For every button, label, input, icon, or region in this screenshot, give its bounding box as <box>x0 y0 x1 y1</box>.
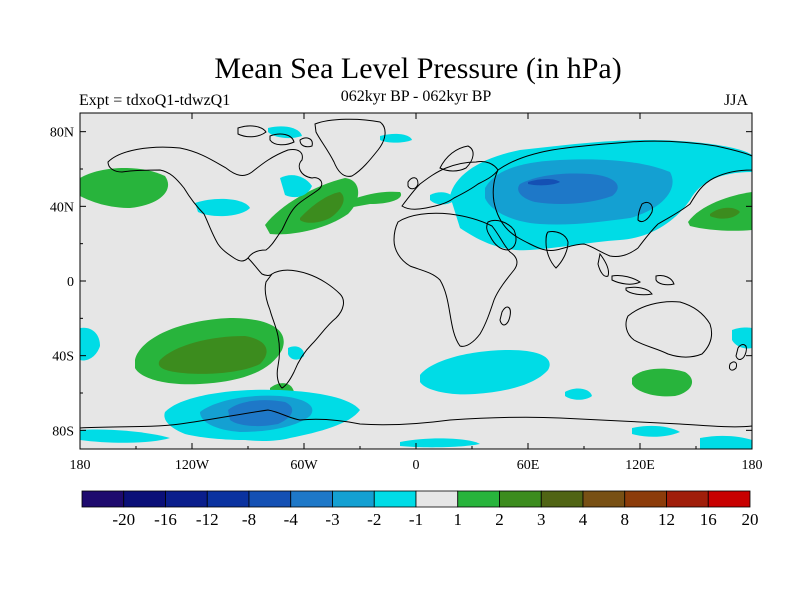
colorbar-swatch <box>290 490 333 508</box>
anomaly-antarctic-cyan-east <box>400 438 480 448</box>
y-tick-label: 40N <box>50 200 74 215</box>
anomaly-greenland-cyan <box>380 133 412 143</box>
anomaly-tasman-cyan <box>732 327 752 349</box>
anomaly-pacific-cyan <box>195 198 250 217</box>
colorbar-label: -8 <box>242 510 256 529</box>
coastline-arctic-islands <box>237 125 313 148</box>
anomaly-north-america-cyan <box>280 175 312 198</box>
anomaly-south-australia <box>632 368 693 397</box>
experiment-label: Expt = tdxoQ1-tdwzQ1 <box>79 92 231 109</box>
anomaly-north-pacific <box>80 167 169 208</box>
coastline-central-america <box>247 257 273 276</box>
colorbar-label: 16 <box>700 510 717 529</box>
coastline-arabia <box>486 219 517 251</box>
coastline-asia <box>492 140 752 257</box>
colorbar-swatch <box>332 490 375 508</box>
coastline-south-america <box>264 269 344 389</box>
x-tick-label: 120E <box>625 458 655 473</box>
coastlines <box>80 118 752 429</box>
colorbar-label: -3 <box>325 510 339 529</box>
period-label: 062kyr BP - 062kyr BP <box>340 88 492 105</box>
anomaly-fields <box>80 126 752 449</box>
anomaly-southern-ocean-core <box>228 400 293 427</box>
anomaly-arctic-cyan <box>268 126 302 139</box>
colorbar-swatch <box>582 490 626 508</box>
colorbar-label: -20 <box>112 510 135 529</box>
colorbar-label: 8 <box>621 510 630 529</box>
colorbar-label: -16 <box>154 510 177 529</box>
colorbar-label: -1 <box>409 510 423 529</box>
coastline-india <box>545 231 569 269</box>
anomaly-nw-atlantic-core <box>300 192 344 223</box>
anomaly-antarctic-cyan-west <box>80 429 170 443</box>
colorbar-label: 2 <box>495 510 504 529</box>
anomaly-nw-atlantic <box>265 178 359 235</box>
coastline-new-zealand <box>729 344 747 371</box>
coastline-southeast-asia <box>597 252 675 296</box>
coastline-greenland <box>314 118 386 177</box>
colorbar-label: -12 <box>196 510 219 529</box>
coastline-madagascar <box>499 306 511 326</box>
colorbar-label: 4 <box>579 510 588 529</box>
season-label: JJA <box>724 92 749 109</box>
coastline-north-america <box>107 146 323 262</box>
anomaly-south-indian-east <box>565 388 592 400</box>
coastline-antarctica <box>80 409 752 429</box>
y-tick-label: 40S <box>52 350 74 365</box>
colorbar-label: 12 <box>658 510 675 529</box>
x-tick-label: 0 <box>413 458 420 473</box>
colorbar-swatch <box>373 490 417 508</box>
colorbar-swatch <box>707 490 751 508</box>
anomaly-antarctic-cyan-mid <box>235 431 290 441</box>
colorbar-swatch <box>165 490 208 508</box>
x-tick-label: 180 <box>742 458 763 473</box>
x-tick-label: 60E <box>517 458 540 473</box>
x-tick-label: 120W <box>175 458 210 473</box>
x-axis: 180 120W 60W 0 60E 120E 180 <box>70 113 763 473</box>
coastline-japan <box>637 201 653 223</box>
colorbar-label: 20 <box>742 510 759 529</box>
anomaly-wilkes-cyan <box>632 425 680 437</box>
y-tick-label: 0 <box>67 275 74 290</box>
anomaly-nw-pacific-core <box>710 207 740 219</box>
colorbar-swatch <box>123 490 166 508</box>
colorbar-swatch <box>81 490 125 508</box>
colorbar-label: -2 <box>367 510 381 529</box>
colorbar-label: 3 <box>537 510 546 529</box>
plot-title: Mean Sea Level Pressure (in hPa) <box>214 52 622 85</box>
colorbar-swatch <box>666 490 709 508</box>
y-tick-label: 80N <box>50 126 74 141</box>
anomaly-antarctic-cyan-far-east <box>700 435 752 449</box>
x-tick-label: 180 <box>70 458 91 473</box>
anomaly-south-pacific-core <box>158 336 267 374</box>
coastline-british-isles <box>407 177 419 190</box>
y-tick-label: 80S <box>52 424 74 439</box>
coastline-australia <box>625 301 713 358</box>
colorbar-swatch <box>206 490 250 508</box>
anomaly-sp-cyan-west <box>80 327 100 361</box>
colorbar-swatch <box>540 490 584 508</box>
anomaly-sp-cyan-east <box>288 346 305 360</box>
anomaly-eurasia-spot <box>528 179 560 186</box>
colorbar-label: -4 <box>284 510 299 529</box>
anomaly-south-indian <box>420 350 550 395</box>
colorbar-swatch <box>457 490 500 508</box>
coastline-scandinavia <box>439 145 474 172</box>
x-tick-label: 60W <box>290 458 318 473</box>
y-axis: 80N 40N 0 40S 80S <box>50 126 752 439</box>
colorbar-label: 1 <box>454 510 463 529</box>
colorbar-swatch <box>499 490 542 508</box>
colorbar-swatch <box>248 490 292 508</box>
colorbar-swatch <box>415 490 459 508</box>
colorbar: -20 -16 -12 -8 -4 -3 -2 -1 1 2 3 4 8 12 16 20 <box>81 490 759 529</box>
coastline-africa <box>393 212 518 347</box>
colorbar-swatch <box>624 490 667 508</box>
